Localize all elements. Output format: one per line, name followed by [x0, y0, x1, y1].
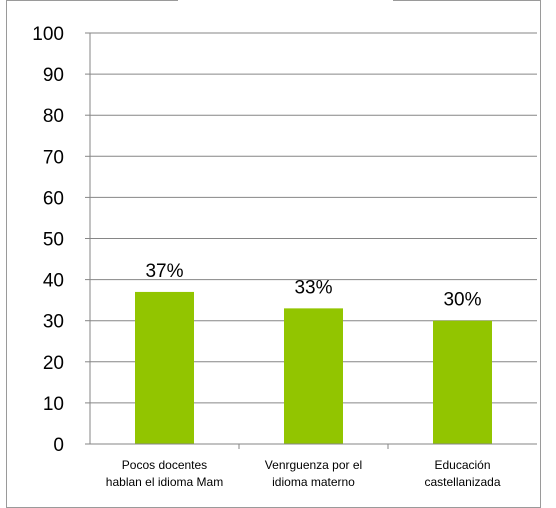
- data-label: 37%: [145, 261, 183, 282]
- y-tick-label: 90: [43, 65, 64, 86]
- x-tick-label: idioma materno: [272, 475, 355, 489]
- x-tick-label: Educación: [434, 458, 490, 472]
- y-tick-label: 70: [43, 147, 64, 168]
- x-tick-label: Pocos docentes: [122, 458, 207, 472]
- x-tick-label: Venrguenza por el: [265, 458, 362, 472]
- y-tick-label: 80: [43, 106, 64, 127]
- bar: [284, 308, 343, 444]
- y-tick-label: 40: [43, 271, 64, 292]
- y-tick-label: 20: [43, 353, 64, 374]
- y-axis-ticks: 0 10 20 30 40 50 60 70 80 90 100: [32, 24, 64, 456]
- y-tick-label: 10: [43, 394, 64, 415]
- bar: [135, 291, 194, 444]
- data-labels: 37% 33% 30%: [145, 261, 481, 311]
- y-tick-label: 50: [43, 230, 64, 251]
- bar: [433, 320, 492, 444]
- x-tick-label: hablan el idioma Mam: [106, 475, 223, 489]
- data-label: 30%: [443, 290, 481, 311]
- y-tick-label: 60: [43, 188, 64, 209]
- data-label: 33%: [294, 277, 332, 298]
- y-tick-label: 100: [32, 24, 64, 45]
- y-tick-label: 0: [53, 435, 64, 456]
- x-axis-ticks: Pocos docentes hablan el idioma Mam Venrgu…: [106, 458, 501, 489]
- x-tick-label: castellanizada: [424, 475, 500, 489]
- y-tick-label: 30: [43, 312, 64, 333]
- bars: [135, 291, 492, 444]
